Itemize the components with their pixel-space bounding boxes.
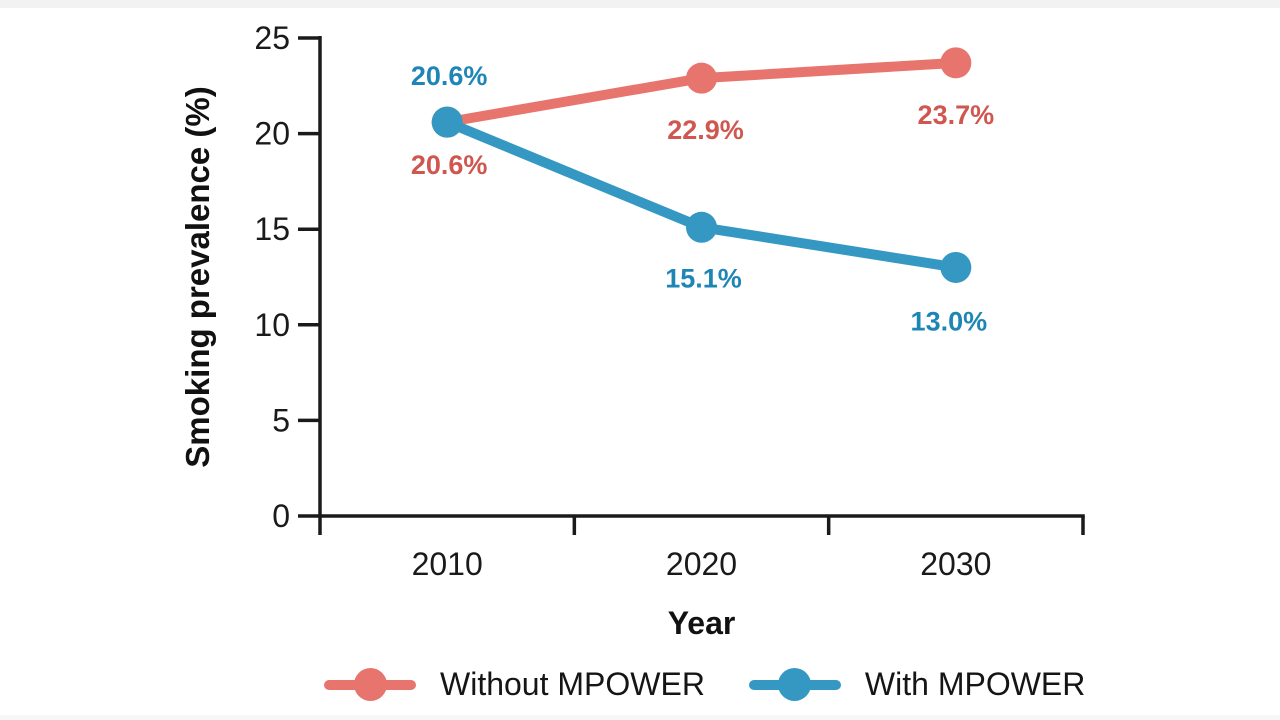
chart-legend: Without MPOWER With MPOWER bbox=[324, 666, 1085, 703]
data-point-label-with-mpower: 20.6% bbox=[411, 61, 488, 91]
data-point-label-without-mpower: 22.9% bbox=[667, 115, 744, 145]
legend-dot-swatch bbox=[778, 668, 812, 701]
legend-dot-swatch bbox=[353, 668, 387, 701]
data-point-with-mpower bbox=[686, 211, 717, 243]
y-tick-label: 25 bbox=[254, 20, 290, 56]
y-tick-label: 20 bbox=[254, 116, 290, 152]
y-tick-label: 15 bbox=[254, 211, 290, 247]
x-axis-title: Year bbox=[668, 605, 736, 641]
data-point-label-with-mpower: 13.0% bbox=[911, 306, 988, 336]
x-tick-label: 2030 bbox=[920, 546, 991, 582]
y-axis-title: Smoking prevalence (%) bbox=[179, 86, 216, 467]
x-tick-label: 2010 bbox=[412, 546, 483, 582]
data-point-label-without-mpower: 20.6% bbox=[411, 150, 488, 180]
data-point-without-mpower bbox=[940, 47, 972, 79]
data-point-label-with-mpower: 15.1% bbox=[665, 263, 742, 293]
data-point-with-mpower bbox=[940, 251, 972, 283]
data-point-label-without-mpower: 23.7% bbox=[918, 100, 995, 130]
y-tick-label: 0 bbox=[272, 498, 290, 534]
data-point-with-mpower bbox=[431, 106, 463, 138]
legend-marker-with-mpower-icon bbox=[748, 667, 841, 703]
legend-label-without-mpower: Without MPOWER bbox=[440, 666, 705, 702]
data-point-without-mpower bbox=[686, 62, 717, 94]
legend-item-without-mpower: Without MPOWER bbox=[324, 666, 705, 703]
legend-item-with-mpower: With MPOWER bbox=[748, 666, 1086, 703]
legend-marker-without-mpower-icon bbox=[324, 667, 416, 703]
legend-label-with-mpower: With MPOWER bbox=[864, 666, 1086, 702]
x-tick-label: 2020 bbox=[666, 546, 737, 582]
y-tick-label: 5 bbox=[272, 402, 290, 438]
y-tick-label: 10 bbox=[254, 307, 290, 343]
bottom-edge-artifact bbox=[0, 715, 1280, 720]
top-edge-artifact bbox=[0, 0, 1280, 8]
